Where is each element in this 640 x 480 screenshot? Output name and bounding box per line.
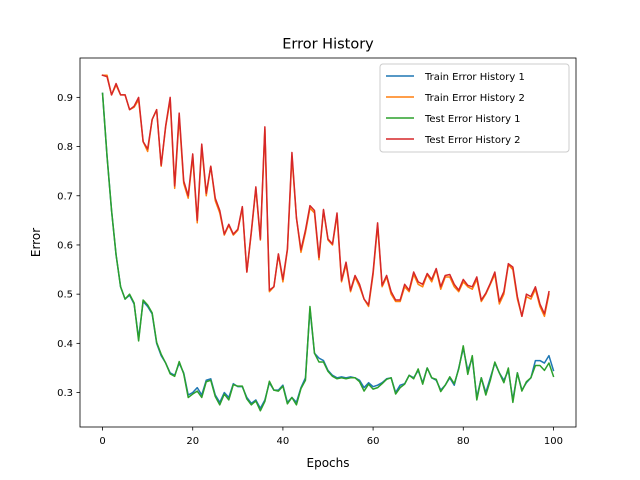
legend-label-1: Train Error History 1 [424,72,525,83]
legend-box [379,63,570,153]
x-tick-label: 100 [544,436,563,447]
y-axis-label: Error [29,228,43,257]
series-line-4 [101,74,550,318]
x-tick-label: 60 [367,436,380,447]
legend-label-2: Train Error History 2 [424,93,525,104]
x-tick-label: 0 [99,436,105,447]
legend-label-3: Test Error History 1 [424,114,521,125]
y-tick-label: 0.8 [57,142,73,153]
series-line-3 [101,92,555,412]
y-tick-label: 0.4 [57,339,73,350]
y-tick-label: 0.9 [57,93,73,104]
y-tick-label: 0.5 [57,290,73,301]
x-tick-label: 20 [186,436,199,447]
plot-series [101,74,555,412]
y-tick-label: 0.3 [57,388,73,399]
x-tick-label: 40 [277,436,290,447]
chart-title: Error History [282,37,374,53]
legend-label-4: Test Error History 2 [424,135,521,146]
y-tick-label: 0.6 [57,240,73,251]
legend: Train Error History 1 Train Error History… [379,63,570,153]
x-axis-ticks: 0 20 40 60 80 100 [99,427,563,447]
plot-area-frame [79,57,577,428]
x-axis-label: Epochs [307,456,350,470]
y-tick-label: 0.7 [57,191,73,202]
y-axis-ticks: 0.3 0.4 0.5 0.6 0.7 0.8 0.9 [57,93,80,399]
x-tick-label: 80 [457,436,470,447]
